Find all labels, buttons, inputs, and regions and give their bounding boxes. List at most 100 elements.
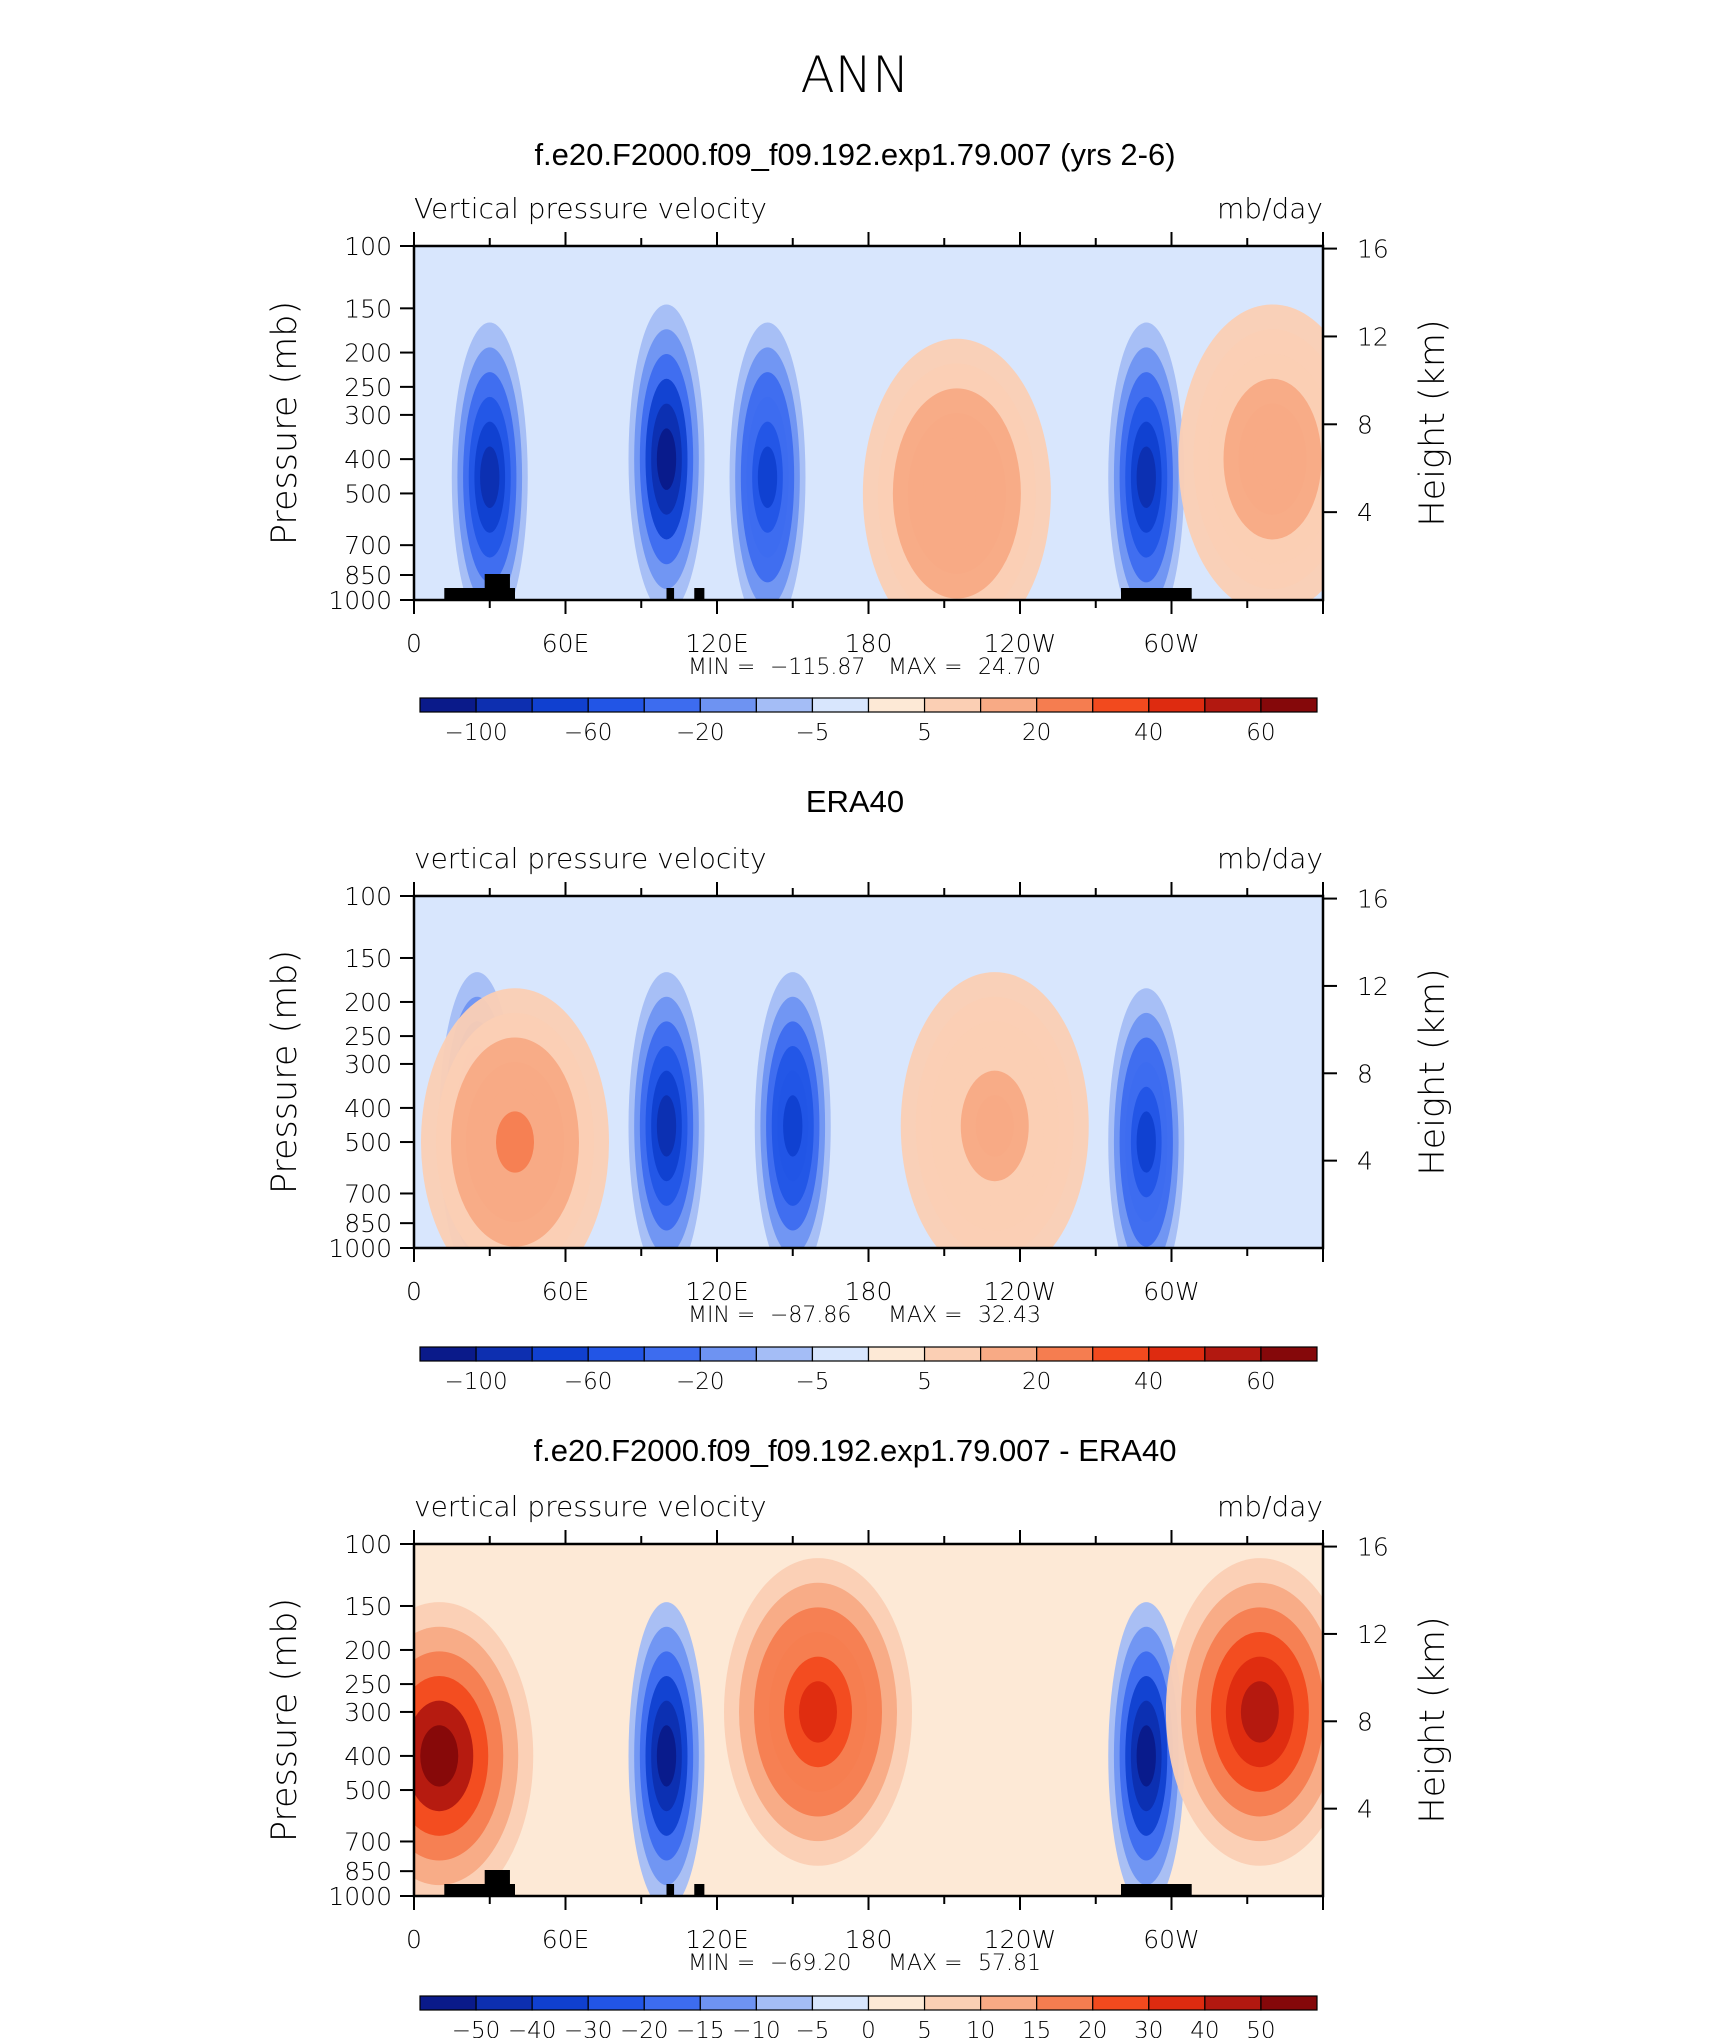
x-tick-label: 60W	[1143, 1277, 1200, 1306]
panel-title: f.e20.F2000.f09_f09.192.exp1.79.007 (yrs…	[534, 137, 1175, 172]
colorbar-box	[1148, 1346, 1206, 1362]
x-tick-label: 120E	[685, 1925, 749, 1954]
y-right-tick-label: 8	[1357, 410, 1373, 439]
y-tick-label: 250	[344, 1022, 392, 1051]
y-tick-label: 700	[344, 1179, 392, 1208]
colorbar-box	[587, 1346, 645, 1362]
panel-title: ERA40	[806, 784, 904, 819]
colorbar-label: −40	[508, 2018, 557, 2038]
y-tick-label: 700	[344, 531, 392, 560]
colorbar-box	[475, 1995, 533, 2011]
colorbar-box	[1204, 697, 1262, 713]
x-tick-label: 60E	[542, 629, 590, 658]
y-tick-label: 1000	[328, 586, 392, 615]
min-label: MIN =	[688, 1303, 755, 1328]
colorbar-label: −15	[676, 2018, 725, 2038]
colorbar-box	[811, 1346, 870, 1362]
colorbar-box	[419, 1346, 477, 1362]
field	[414, 896, 1323, 1248]
y-right-tick-label: 4	[1357, 498, 1373, 527]
colorbar-box	[755, 1995, 814, 2011]
contour-band	[1253, 428, 1292, 490]
colorbar-box	[1092, 1995, 1150, 2011]
colorbar-label: −5	[795, 1369, 829, 1395]
colorbar-box	[643, 1995, 701, 2011]
max-value: 32.43	[978, 1303, 1041, 1328]
y-tick-label: 200	[344, 1636, 392, 1665]
y-tick-label: 400	[344, 1742, 392, 1771]
y-tick-label: 1000	[328, 1882, 392, 1911]
y-right-tick-label: 12	[1357, 322, 1389, 351]
colorbar-box	[980, 1995, 1038, 2011]
min-value: −115.87	[770, 655, 865, 680]
colorbar-box	[980, 697, 1038, 713]
variable-label: Vertical pressure velocity	[414, 192, 767, 225]
colorbar-box	[923, 1346, 982, 1362]
y-right-tick-label: 4	[1357, 1147, 1373, 1176]
max-label: MAX =	[888, 655, 963, 680]
colorbar-label: 0	[861, 2018, 876, 2038]
y-right-tick-label: 8	[1357, 1059, 1373, 1088]
y-right-tick-label: 8	[1357, 1707, 1373, 1736]
y-tick-label: 300	[344, 1698, 392, 1727]
x-tick-label: 0	[406, 1925, 422, 1954]
y-right-tick-label: 16	[1357, 1533, 1389, 1562]
colorbar-label: 20	[1078, 2018, 1107, 2038]
colorbar-box	[811, 1995, 870, 2011]
x-tick-label: 120W	[984, 1277, 1056, 1306]
y-right-axis-title: Height (km)	[1413, 319, 1453, 526]
colorbar-box	[1260, 1995, 1318, 2011]
x-tick-label: 0	[406, 1277, 422, 1306]
colorbar-box	[1260, 1346, 1318, 1362]
y-tick-label: 100	[344, 882, 392, 911]
y-axis-title: Pressure (mb)	[265, 301, 305, 545]
colorbar-label: 40	[1190, 2018, 1219, 2038]
colorbar-box	[643, 1346, 701, 1362]
min-label: MIN =	[688, 655, 755, 680]
y-tick-label: 150	[344, 294, 392, 323]
x-tick-label: 180	[845, 1925, 893, 1954]
max-label: MAX =	[888, 1303, 963, 1328]
colorbar-box	[1204, 1346, 1262, 1362]
colorbar-box	[1036, 1995, 1094, 2011]
x-tick-label: 120E	[685, 1277, 749, 1306]
colorbar-label: −30	[564, 2018, 613, 2038]
colorbar-box	[867, 1346, 926, 1362]
y-tick-label: 400	[344, 1094, 392, 1123]
contour-band	[1136, 1111, 1156, 1173]
colorbar-box	[1036, 697, 1094, 713]
colorbar-box	[923, 1995, 982, 2011]
colorbar-label: −5	[795, 720, 829, 746]
contour-band	[656, 1725, 677, 1787]
colorbar-box	[811, 697, 870, 713]
colorbar-label: 60	[1246, 720, 1275, 746]
contour-band	[1240, 1681, 1279, 1743]
x-tick-label: 0	[406, 629, 422, 658]
y-tick-label: 200	[344, 988, 392, 1017]
y-axis-title: Pressure (mb)	[265, 950, 305, 1194]
x-tick-label: 60E	[542, 1277, 590, 1306]
colorbar-label: −60	[564, 1369, 613, 1395]
topography-bar	[694, 588, 705, 600]
panel-title: f.e20.F2000.f09_f09.192.exp1.79.007 - ER…	[534, 1433, 1177, 1468]
contour-band	[799, 1681, 837, 1743]
x-tick-label: 60E	[542, 1925, 590, 1954]
y-right-tick-label: 16	[1357, 235, 1389, 264]
colorbar-label: 15	[1022, 2018, 1051, 2038]
colorbar-box	[419, 697, 477, 713]
colorbar-box	[475, 697, 533, 713]
panel-1: f.e20.F2000.f09_f09.192.exp1.79.007 (yrs…	[265, 137, 1453, 746]
y-right-tick-label: 12	[1357, 1620, 1389, 1649]
colorbar-box	[1092, 1346, 1150, 1362]
y-right-tick-label: 4	[1357, 1795, 1373, 1824]
topography-bar	[1121, 588, 1192, 600]
colorbar-box	[923, 697, 982, 713]
colorbar-box	[699, 1995, 757, 2011]
y-axis-title: Pressure (mb)	[265, 1598, 305, 1842]
y-right-tick-label: 12	[1357, 972, 1389, 1001]
y-tick-label: 150	[344, 944, 392, 973]
y-tick-label: 500	[344, 479, 392, 508]
colorbar-box	[867, 1995, 926, 2011]
y-tick-label: 100	[344, 1530, 392, 1559]
